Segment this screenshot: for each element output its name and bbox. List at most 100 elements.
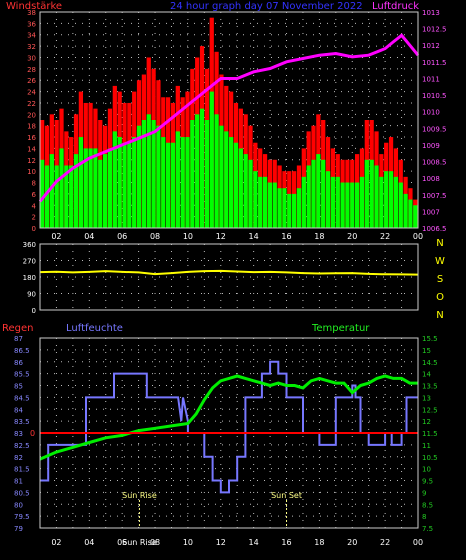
- wind-avg-bar: [393, 176, 399, 228]
- rain-zero-label: 0: [30, 429, 35, 438]
- wind-y-tick: 12: [27, 157, 36, 165]
- humidity-label: Luftfeuchte: [66, 323, 123, 334]
- wind-avg-bar: [195, 114, 200, 228]
- humidity-y-tick: 86.5: [14, 347, 30, 355]
- climate-x-ticks: 02 04 06 08 10 12 14 16 18 20 22 00: [51, 538, 423, 547]
- pressure-y-tick: 1008: [422, 175, 440, 183]
- direction-line: [39, 269, 419, 276]
- direction-y-tick: 360: [23, 241, 36, 249]
- wind-avg-bar: [127, 142, 132, 228]
- wind-avg-bar: [185, 137, 190, 228]
- pressure-y-tick: 1006.5: [422, 225, 447, 233]
- wind-y-tick: 14: [27, 145, 36, 153]
- climate-x-tick: 06: [117, 538, 127, 547]
- wind-avg-bar: [229, 137, 234, 228]
- pressure-y-tick: 1012: [422, 42, 440, 50]
- temperature-y-tick: 11.5: [422, 430, 438, 438]
- sunset-label: Sun Set: [271, 491, 302, 500]
- temperature-y-tick: 9: [422, 489, 426, 497]
- wind-y-tick: 28: [27, 66, 36, 74]
- wind-x-tick: 08: [150, 232, 160, 241]
- wind-avg-bar: [141, 120, 147, 228]
- pressure-y-tick: 1007.5: [422, 192, 447, 200]
- temperature-y-tick: 9.5: [422, 478, 433, 486]
- wind-avg-bar: [209, 91, 214, 228]
- wind-avg-bar: [345, 182, 350, 228]
- wind-avg-bar: [103, 154, 108, 228]
- wind-y-tick: 36: [27, 20, 36, 28]
- wind-avg-bar: [98, 159, 103, 228]
- direction-y-tick: 180: [23, 274, 36, 282]
- wind-avg-bar: [204, 120, 210, 228]
- direction-y-tick: 270: [23, 258, 36, 266]
- pressure-y-tick: 1010.5: [422, 92, 447, 100]
- climate-x-tick: 04: [84, 538, 94, 547]
- humidity-y-tick: 87: [14, 335, 23, 343]
- humidity-y-tick: 83.5: [14, 418, 30, 426]
- wind-x-tick: 20: [347, 232, 357, 241]
- wind-y-tick: 34: [27, 32, 36, 40]
- wind-y-tick: 0: [32, 225, 36, 233]
- wind-avg-bar: [350, 182, 355, 228]
- wind-x-tick: 04: [84, 232, 94, 241]
- wind-avg-bar: [180, 137, 185, 228]
- wind-avg-bar: [374, 165, 379, 228]
- wind-label: Windstärke: [6, 1, 62, 12]
- pressure-y-tick: 1011.5: [422, 59, 447, 67]
- climate-panel: Regen Luftfeuchte Temperatur 0 Sun Rise …: [2, 323, 438, 547]
- temperature-y-tick: 15: [422, 347, 431, 355]
- wind-y-tick: 38: [27, 9, 36, 17]
- wind-avg-bar: [219, 125, 224, 228]
- wind-avg-bar: [44, 165, 50, 228]
- wind-avg-bar: [243, 154, 248, 228]
- temperature-y-tick: 12: [422, 418, 431, 426]
- temperature-y-tick: 13.5: [422, 383, 438, 391]
- wind-y-tick: 2: [32, 214, 36, 222]
- direction-y-tick: 90: [27, 291, 36, 299]
- wind-y-tick: 4: [32, 202, 37, 210]
- pressure-y-tick: 1008.5: [422, 159, 447, 167]
- wind-avg-bar: [73, 154, 79, 228]
- temperature-label: Temperatur: [311, 323, 370, 334]
- wind-avg-bar: [384, 171, 389, 228]
- wind-avg-bar: [122, 142, 127, 228]
- wind-avg-bar: [88, 148, 93, 228]
- wind-avg-bar: [107, 148, 113, 228]
- wind-y-tick: 22: [27, 100, 36, 108]
- wind-y-tick: 20: [27, 111, 36, 119]
- wind-y-tick: 16: [27, 134, 36, 142]
- temperature-y-ticks: 7.5 8 8.5 9 9.5 10 10.5 11 11.5 12 12.5 13 13.5 14 14.…: [422, 335, 438, 533]
- climate-x-tick: 22: [380, 538, 390, 547]
- wind-y-tick: 6: [32, 191, 37, 199]
- wind-x-tick: 02: [51, 232, 61, 241]
- climate-x-tick: 10: [183, 538, 193, 547]
- page-title: 24 hour graph day 07 November 2022: [170, 1, 363, 12]
- wind-avg-bar: [117, 137, 122, 228]
- wind-avg-bar: [69, 165, 74, 228]
- humidity-y-tick: 83: [14, 430, 23, 438]
- pressure-y-tick: 1009.5: [422, 125, 447, 133]
- wind-x-tick: 12: [216, 232, 226, 241]
- temperature-y-tick: 7.5: [422, 525, 433, 533]
- wind-avg-bar: [340, 182, 345, 228]
- wind-avg-bar: [379, 176, 384, 228]
- humidity-y-tick: 82.5: [14, 442, 30, 450]
- pressure-y-tick: 1009: [422, 142, 440, 150]
- wind-avg-bar: [267, 182, 273, 228]
- humidity-y-tick: 79.5: [14, 513, 30, 521]
- wind-avg-bar: [258, 176, 263, 228]
- wind-avg-bar: [398, 182, 403, 228]
- wind-pressure-panel: Windstärke 24 hour graph day 07 November…: [6, 1, 447, 241]
- wind-avg-bar: [301, 176, 306, 228]
- humidity-y-tick: 81: [14, 478, 23, 486]
- wind-avg-bar: [355, 182, 360, 228]
- wind-y-tick: 26: [27, 77, 36, 85]
- climate-x-tick: 02: [51, 538, 61, 547]
- wind-avg-bar: [54, 165, 59, 228]
- direction-letter: W: [435, 256, 445, 267]
- wind-avg-bar: [364, 159, 369, 228]
- direction-y-ticks: 0 90 180 270 360: [23, 241, 36, 315]
